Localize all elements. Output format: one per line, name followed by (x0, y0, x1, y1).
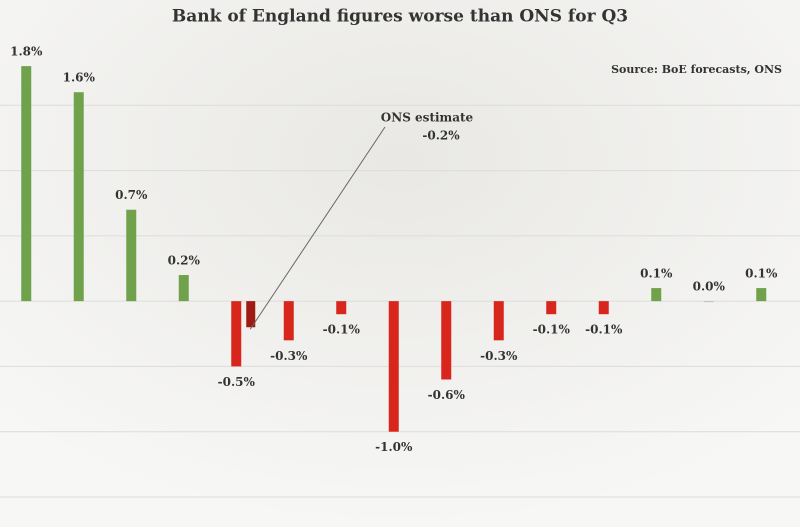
bar (178, 275, 189, 302)
ons-bar (246, 301, 256, 328)
value-label: 1.6% (63, 71, 96, 85)
value-label: 0.1% (745, 267, 778, 281)
annotation-line (249, 126, 386, 330)
bar (73, 92, 84, 302)
value-label: -0.1% (585, 323, 623, 337)
value-label: -1.0% (375, 440, 413, 454)
bar (21, 66, 32, 302)
bar (441, 301, 452, 380)
source: Source: BoE forecasts, ONS (611, 63, 782, 76)
value-label: -0.3% (480, 349, 518, 363)
bar (126, 209, 137, 302)
value-label: 0.2% (168, 254, 201, 268)
value-label: -0.5% (218, 375, 256, 389)
annotation-label: ONS estimate (381, 111, 474, 125)
bar (546, 301, 557, 315)
chart-title: Bank of England figures worse than ONS f… (172, 7, 628, 27)
value-label: 1.8% (10, 45, 43, 59)
bar (703, 301, 714, 303)
bar (283, 301, 294, 341)
value-label: 0.0% (693, 280, 726, 294)
bar (231, 301, 242, 367)
value-label: -0.1% (323, 323, 361, 337)
value-label: 0.7% (115, 188, 148, 202)
value-label: -0.6% (428, 388, 466, 402)
bar (336, 301, 347, 315)
value-label: 0.1% (640, 267, 673, 281)
value-label: -0.1% (533, 323, 571, 337)
annotation-value: -0.2% (422, 129, 460, 143)
bar (756, 288, 767, 302)
bar (598, 301, 609, 315)
bar (651, 288, 662, 302)
bar (388, 301, 399, 432)
value-label: -0.3% (270, 349, 308, 363)
bar (493, 301, 504, 341)
